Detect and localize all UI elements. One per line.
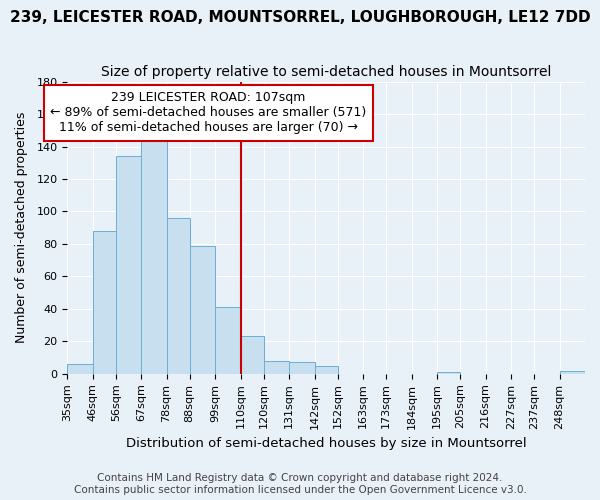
Bar	[67, 364, 92, 374]
Bar	[190, 246, 215, 374]
Bar	[141, 134, 167, 374]
Bar	[437, 372, 460, 374]
Text: 239, LEICESTER ROAD, MOUNTSORREL, LOUGHBOROUGH, LE12 7DD: 239, LEICESTER ROAD, MOUNTSORREL, LOUGHB…	[10, 10, 590, 25]
Bar	[215, 307, 241, 374]
Text: Contains HM Land Registry data © Crown copyright and database right 2024.
Contai: Contains HM Land Registry data © Crown c…	[74, 474, 526, 495]
Y-axis label: Number of semi-detached properties: Number of semi-detached properties	[15, 112, 28, 344]
Bar	[116, 156, 141, 374]
Bar	[263, 361, 289, 374]
Bar	[560, 370, 585, 374]
Bar	[167, 218, 190, 374]
Text: 239 LEICESTER ROAD: 107sqm
← 89% of semi-detached houses are smaller (571)
11% o: 239 LEICESTER ROAD: 107sqm ← 89% of semi…	[50, 92, 367, 134]
Bar	[241, 336, 263, 374]
Bar	[92, 231, 116, 374]
X-axis label: Distribution of semi-detached houses by size in Mountsorrel: Distribution of semi-detached houses by …	[126, 437, 526, 450]
Title: Size of property relative to semi-detached houses in Mountsorrel: Size of property relative to semi-detach…	[101, 65, 551, 79]
Bar	[314, 366, 338, 374]
Bar	[289, 362, 314, 374]
